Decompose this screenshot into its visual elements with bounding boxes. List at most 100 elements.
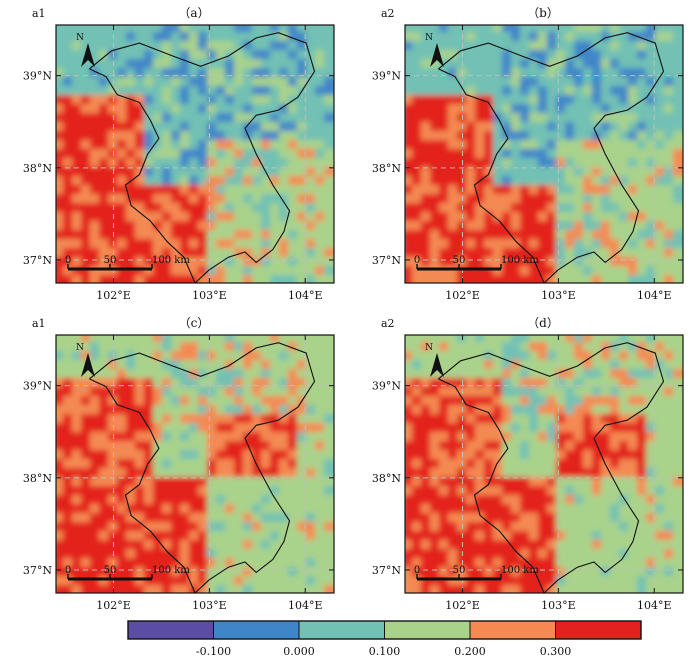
raster-cell: [412, 275, 425, 283]
raster-cell: [126, 335, 139, 346]
raster-cell: [56, 396, 67, 409]
raster-cell: [405, 414, 416, 427]
raster-cell: [324, 387, 334, 400]
raster-cell: [324, 77, 334, 90]
raster-cell: [324, 576, 334, 589]
raster-cell: [171, 25, 184, 36]
raster-cell: [324, 414, 334, 427]
map-panel-d: N 0 50 100 km 39°N 38°N 37°N 102°E 103°E 104°E （d）…: [372, 316, 684, 612]
raster-cell: [56, 540, 67, 553]
lat-tick-label: 38°N: [372, 472, 401, 485]
raster-cell: [216, 585, 229, 593]
raster-cell: [126, 585, 139, 593]
raster-cell: [405, 185, 416, 198]
raster-cell: [243, 335, 256, 346]
raster-cell: [243, 25, 256, 36]
raster-cell: [270, 25, 283, 36]
raster-cell: [628, 25, 641, 36]
raster-cell: [493, 585, 506, 593]
scale-bar-label-100: 100 km: [501, 565, 539, 576]
raster-cell: [520, 25, 533, 36]
raster-cell: [153, 275, 166, 283]
raster-cell: [655, 25, 668, 36]
colorbar-swatch: [470, 621, 556, 639]
raster-cell: [117, 335, 130, 346]
raster-cell: [673, 531, 683, 544]
raster-cell: [324, 396, 334, 409]
raster-cell: [457, 275, 470, 283]
raster-cell: [90, 25, 103, 36]
raster-cell: [90, 335, 103, 346]
raster-cell: [405, 104, 416, 117]
colorbar-swatch: [555, 621, 642, 639]
raster-cell: [405, 567, 416, 580]
raster-cell: [56, 369, 67, 382]
raster-cell: [673, 25, 683, 36]
scale-bar-label-100: 100 km: [152, 565, 190, 576]
raster-cell: [673, 176, 683, 189]
raster-cell: [493, 335, 506, 346]
raster-field: N 0 50 100 km: [405, 335, 683, 593]
raster-cell: [72, 25, 85, 36]
raster-cell: [405, 239, 416, 252]
raster-cell: [637, 275, 650, 283]
raster-cell: [405, 131, 416, 144]
raster-cell: [673, 567, 683, 580]
raster-cell: [405, 50, 416, 63]
raster-cell: [664, 335, 677, 346]
raster-cell: [475, 25, 488, 36]
raster-cell: [457, 25, 470, 36]
raster-cell: [324, 459, 334, 472]
raster-cell: [324, 513, 334, 526]
raster-cell: [324, 203, 334, 216]
raster-cell: [405, 203, 416, 216]
raster-cell: [430, 25, 443, 36]
raster-cell: [673, 212, 683, 225]
raster-cell: [511, 335, 524, 346]
raster-cell: [189, 25, 202, 36]
raster-cell: [126, 25, 139, 36]
raster-cell: [565, 585, 578, 593]
raster-cell: [529, 335, 542, 346]
raster-cell: [63, 25, 76, 36]
raster-cell: [405, 266, 416, 279]
raster-cell: [81, 335, 94, 346]
raster-cell: [63, 585, 76, 593]
north-arrow-left: [81, 43, 88, 67]
raster-cell: [180, 25, 193, 36]
raster-cell: [56, 351, 67, 364]
raster-cell: [180, 275, 193, 283]
raster-cell: [144, 275, 157, 283]
raster-cell: [189, 275, 202, 283]
raster-cell: [324, 477, 334, 490]
raster-cell: [583, 275, 596, 283]
raster-cell: [270, 585, 283, 593]
raster-cell: [56, 158, 67, 171]
raster-cell: [324, 167, 334, 180]
raster-cell: [439, 25, 452, 36]
raster-cell: [324, 158, 334, 171]
raster-cell: [126, 275, 139, 283]
raster-cell: [556, 585, 569, 593]
raster-cell: [673, 396, 683, 409]
raster-cell: [619, 25, 632, 36]
lon-tick-label: 103°E: [541, 289, 576, 302]
raster-cell: [324, 266, 334, 279]
raster-cell: [421, 25, 434, 36]
raster-cell: [180, 585, 193, 593]
raster-cell: [628, 585, 641, 593]
raster-cell: [673, 360, 683, 373]
raster-cell: [405, 549, 416, 562]
raster-cell: [324, 468, 334, 481]
panel-corner-label: a1: [32, 7, 46, 20]
raster-cell: [144, 25, 157, 36]
raster-cell: [72, 275, 85, 283]
raster-cell: [412, 25, 425, 36]
raster-cell: [108, 335, 121, 346]
raster-cell: [324, 41, 334, 54]
map-panel-b: N 0 50 100 km 39°N 38°N 37°N 102°E 103°E 104°E （b）…: [372, 6, 684, 302]
raster-cell: [673, 441, 683, 454]
raster-cell: [56, 486, 67, 499]
raster-cell: [56, 25, 67, 36]
panel-frame: [55, 24, 335, 284]
